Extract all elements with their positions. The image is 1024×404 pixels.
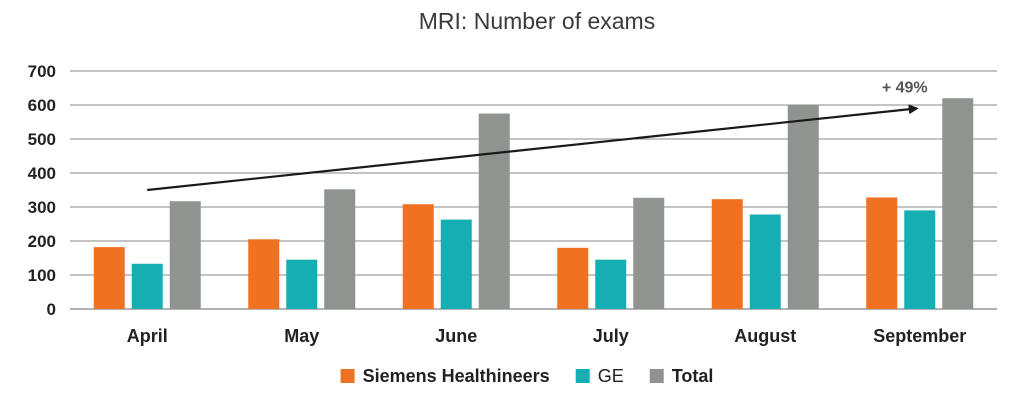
y-tick-label: 400 (28, 164, 56, 183)
legend-label: GE (598, 366, 624, 386)
bar-ge-april (131, 263, 163, 309)
bar-siemens-healthineers-july (557, 247, 589, 309)
x-tick-label: September (873, 326, 966, 346)
bar-siemens-healthineers-june (402, 204, 434, 309)
legend-swatch (340, 369, 355, 383)
bar-siemens-healthineers-august (711, 199, 743, 309)
legend-label: Siemens Healthineers (363, 366, 550, 386)
bars (93, 98, 974, 309)
x-tick-label: April (127, 326, 168, 346)
bar-total-august (787, 104, 819, 309)
legend-label: Total (672, 366, 714, 386)
growth-annotation: + 49% (882, 79, 928, 96)
x-axis: April May June July August September (127, 326, 967, 346)
y-tick-label: 600 (28, 96, 56, 115)
bar-ge-june (440, 219, 472, 309)
x-tick-label: August (734, 326, 796, 346)
bar-total-july (633, 197, 665, 309)
bar-ge-september (904, 210, 936, 309)
trend-arrow (147, 104, 919, 192)
bar-total-april (169, 201, 201, 309)
bar-siemens-healthineers-april (93, 247, 125, 309)
gridlines (70, 70, 997, 310)
bar-total-september (942, 98, 974, 309)
y-axis: 0 100 200 300 400 500 600 700 (28, 62, 56, 319)
y-tick-label: 700 (28, 62, 56, 81)
bar-siemens-healthineers-may (248, 239, 280, 309)
y-tick-label: 200 (28, 232, 56, 251)
x-tick-label: July (593, 326, 629, 346)
legend: Siemens Healthineers GE Total (340, 366, 714, 386)
y-tick-label: 500 (28, 130, 56, 149)
y-tick-label: 300 (28, 198, 56, 217)
x-tick-label: June (435, 326, 477, 346)
bar-ge-may (286, 259, 318, 309)
y-tick-label: 0 (47, 300, 56, 319)
bar-ge-july (595, 259, 627, 309)
x-tick-label: May (284, 326, 319, 346)
legend-swatch (649, 369, 664, 383)
bar-total-june (478, 113, 510, 309)
y-tick-label: 100 (28, 266, 56, 285)
bar-siemens-healthineers-september (866, 197, 898, 309)
chart-title: MRI: Number of exams (418, 8, 656, 34)
trend-annotation: + 49% (147, 79, 928, 192)
bar-total-may (324, 189, 356, 309)
legend-swatch (575, 369, 590, 383)
bar-ge-august (749, 214, 781, 309)
